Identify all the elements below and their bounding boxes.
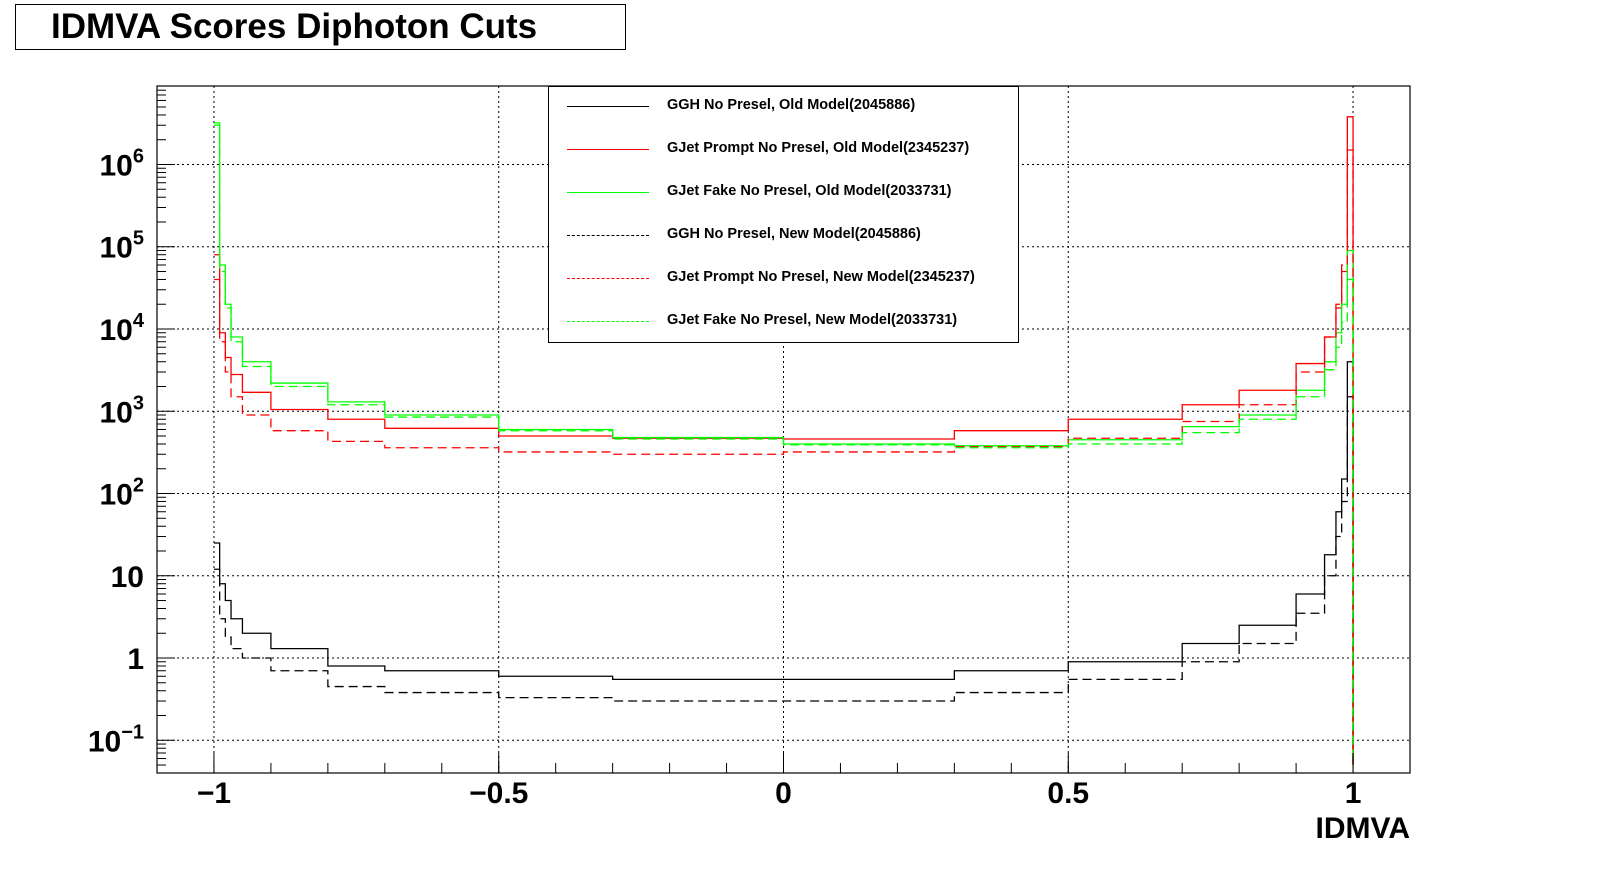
legend-line-swatch xyxy=(567,235,649,236)
legend-line-swatch xyxy=(567,149,649,150)
series-line xyxy=(213,124,1354,766)
legend-label: GJet Prompt No Presel, Old Model(2345237… xyxy=(667,140,970,156)
legend-line-swatch xyxy=(567,192,649,193)
legend-entry: GGH No Presel, New Model(2045886) xyxy=(549,221,1018,251)
y-tick-label: 10−1 xyxy=(88,721,144,758)
series-layer xyxy=(213,116,1354,766)
legend: GGH No Presel, Old Model(2045886) GJet P… xyxy=(548,86,1019,343)
y-tick-label: 104 xyxy=(100,310,145,347)
y-tick-label: 106 xyxy=(100,145,145,182)
chart-title: IDMVA Scores Diphoton Cuts xyxy=(51,7,538,46)
legend-label: GJet Prompt No Presel, New Model(2345237… xyxy=(667,269,975,285)
y-tick-label: 103 xyxy=(100,392,145,429)
x-tick-label: 0.5 xyxy=(1047,777,1089,810)
legend-entry: GJet Prompt No Presel, Old Model(2345237… xyxy=(549,135,1018,165)
x-tick-label: 0 xyxy=(775,777,792,810)
legend-label: GJet Fake No Presel, Old Model(2033731) xyxy=(667,183,952,199)
x-tick-label: 1 xyxy=(1345,777,1362,810)
legend-line-swatch xyxy=(567,106,649,107)
x-axis-label: IDMVA xyxy=(1316,812,1410,845)
series-line xyxy=(213,396,1354,766)
legend-entry: GJet Fake No Presel, New Model(2033731) xyxy=(549,307,1018,337)
label-layer: −1 −0.5 0 0.5 1 10−1 1 10 102 103 104 105 106 xyxy=(88,145,1362,810)
legend-entry: GJet Prompt No Presel, New Model(2345237… xyxy=(549,264,1018,294)
x-tick-label: −1 xyxy=(197,777,231,810)
legend-line-swatch xyxy=(567,278,649,279)
series-line xyxy=(213,149,1354,766)
chart-title-box: IDMVA Scores Diphoton Cuts xyxy=(15,4,626,50)
x-tick-label: −0.5 xyxy=(469,777,528,810)
legend-label: GGH No Presel, Old Model(2045886) xyxy=(667,97,916,113)
legend-entry: GJet Fake No Presel, Old Model(2033731) xyxy=(549,178,1018,208)
y-tick-label: 10 xyxy=(111,561,144,594)
series-line xyxy=(213,361,1354,766)
legend-label: GJet Fake No Presel, New Model(2033731) xyxy=(667,312,958,328)
y-tick-label: 102 xyxy=(100,475,145,512)
y-tick-label: 105 xyxy=(100,228,145,265)
y-tick-label: 1 xyxy=(127,643,144,676)
legend-label: GGH No Presel, New Model(2045886) xyxy=(667,226,921,242)
tick-layer xyxy=(156,85,1411,774)
legend-entry: GGH No Presel, Old Model(2045886) xyxy=(549,92,1018,122)
legend-line-swatch xyxy=(567,321,649,322)
